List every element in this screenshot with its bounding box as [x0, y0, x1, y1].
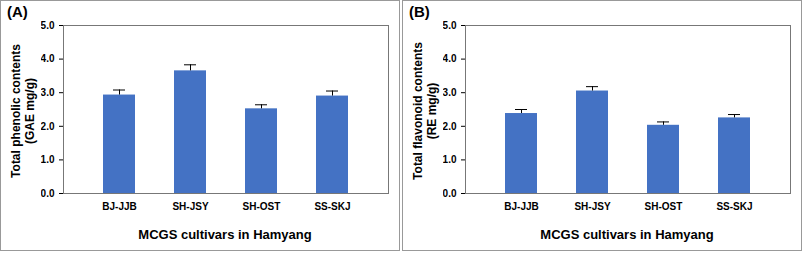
svg-text:3.0: 3.0 — [443, 87, 457, 98]
svg-text:SH-JSY: SH-JSY — [172, 201, 208, 212]
html-text:(A): (A) — [7, 3, 28, 20]
svg-text:SH-OST: SH-OST — [645, 201, 683, 212]
svg-text:SH-JSY: SH-JSY — [574, 201, 610, 212]
svg-text:SS-SKJ: SS-SKJ — [314, 201, 350, 212]
svg-text:0.0: 0.0 — [41, 188, 55, 199]
svg-text:BJ-JJB: BJ-JJB — [504, 201, 538, 212]
svg-text:1.0: 1.0 — [443, 154, 457, 165]
svg-text:0.0: 0.0 — [443, 188, 457, 199]
svg-text:1.0: 1.0 — [41, 154, 55, 165]
svg-text:2.0: 2.0 — [41, 121, 55, 132]
svg-text:4.0: 4.0 — [41, 53, 55, 64]
html-text:(B): (B) — [409, 3, 430, 20]
html-text:Total phenolic contents (GAE m: Total phenolic contents (GAE mg/g) — [9, 44, 37, 178]
svg-text:5.0: 5.0 — [41, 20, 55, 31]
svg-text:SH-OST: SH-OST — [243, 201, 281, 212]
svg-text:4.0: 4.0 — [443, 53, 457, 64]
html-text:MCGS cultivars in Hamyang: MCGS cultivars in Hamyang — [540, 227, 714, 242]
svg-text:5.0: 5.0 — [443, 20, 457, 31]
svg-text:3.0: 3.0 — [41, 87, 55, 98]
svg-text:BJ-JJB: BJ-JJB — [102, 201, 136, 212]
html-text:Total flavonoid contents (RE m: Total flavonoid contents (RE mg/g) — [411, 42, 439, 180]
svg-text:2.0: 2.0 — [443, 121, 457, 132]
html-text:MCGS cultivars in Hamyang: MCGS cultivars in Hamyang — [138, 227, 312, 242]
svg-text:SS-SKJ: SS-SKJ — [716, 201, 752, 212]
